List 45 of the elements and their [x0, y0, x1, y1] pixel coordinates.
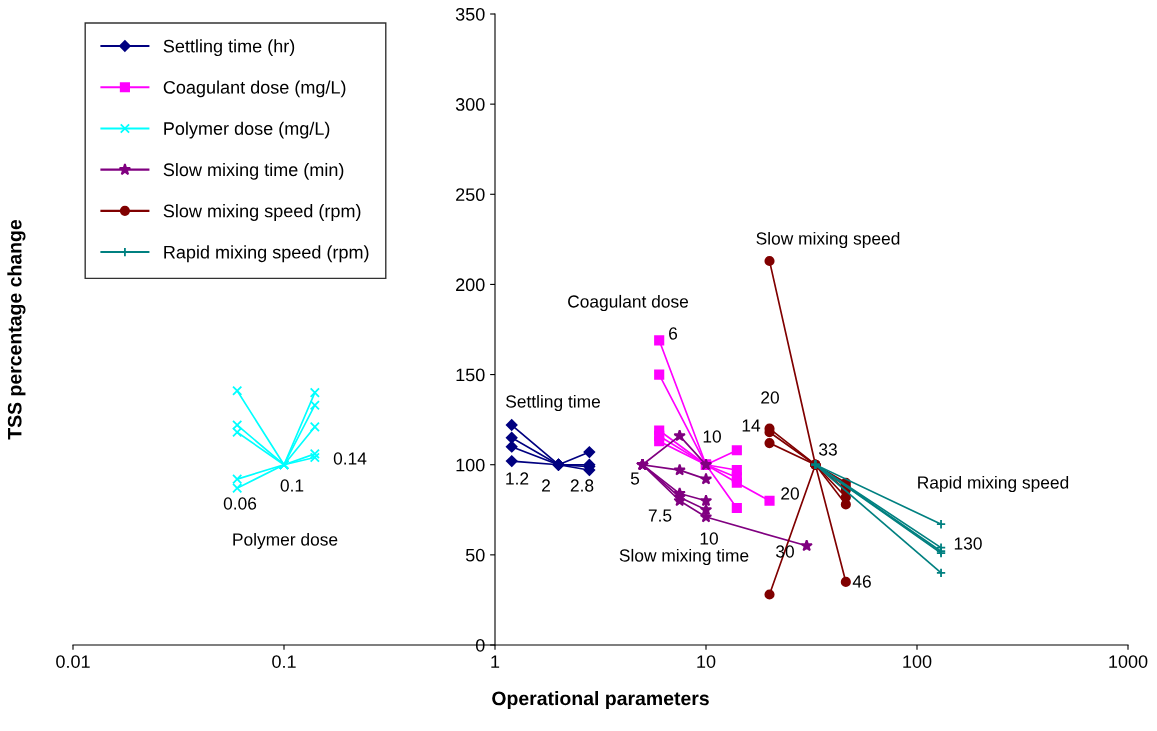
annotation: Polymer dose — [233, 532, 338, 550]
x-tick-label: 100 — [903, 655, 932, 668]
y-tick-label: 100 — [456, 458, 485, 472]
annotation: Settling time — [506, 394, 600, 412]
annotation: 1.2 — [506, 472, 529, 485]
x-tick-label: 0.01 — [56, 655, 90, 668]
annotation: 33 — [819, 443, 837, 456]
legend-label: Rapid mixing speed (rpm) — [164, 245, 369, 263]
annotation: Coagulant dose — [568, 294, 689, 312]
y-tick-label: 300 — [455, 98, 485, 111]
y-axis-title: TSS percentage change — [7, 219, 26, 440]
annotation: 2 — [542, 479, 550, 492]
y-tick-label: 250 — [456, 188, 485, 202]
legend-label: Slow mixing time (min) — [163, 162, 344, 180]
annotation: Slow mixing time — [619, 548, 749, 566]
annotation: 20 — [781, 487, 799, 500]
legend-label: Slow mixing speed (rpm) — [163, 204, 361, 221]
annotation: 10 — [700, 532, 718, 545]
y-tick-label: 150 — [456, 368, 485, 382]
y-tick-label: 350 — [455, 7, 485, 21]
legend-label: Polymer dose (mg/L) — [164, 121, 330, 139]
annotation: Slow mixing speed — [756, 231, 900, 249]
annotation: 2.8 — [570, 479, 594, 492]
x-axis-title: Operational parameters — [492, 691, 709, 710]
annotation: 0.14 — [333, 452, 367, 465]
annotation: 46 — [852, 575, 871, 588]
legend-label: Settling time (hr) — [163, 39, 295, 57]
y-tick-label: 50 — [465, 548, 485, 562]
annotation: 0.06 — [223, 497, 257, 510]
annotation: 130 — [954, 537, 982, 550]
annotation: 20 — [761, 391, 779, 404]
y-tick-label: 200 — [456, 278, 485, 292]
x-tick-label: 1000 — [1109, 655, 1148, 668]
annotation: 6 — [669, 327, 678, 340]
x-tick-label: 10 — [697, 655, 716, 668]
annotation: 14 — [742, 419, 761, 432]
annotation: Rapid mixing speed — [918, 475, 1069, 493]
legend-label: Coagulant dose (mg/L) — [163, 80, 346, 98]
x-tick-label: 1 — [491, 655, 500, 668]
annotation: 7.5 — [648, 509, 672, 522]
annotation: 10 — [703, 430, 721, 443]
annotation: 0.1 — [280, 479, 304, 492]
annotation: 5 — [630, 472, 640, 485]
x-tick-label: 0.1 — [272, 655, 296, 668]
y-tick-label: 0 — [475, 638, 485, 652]
